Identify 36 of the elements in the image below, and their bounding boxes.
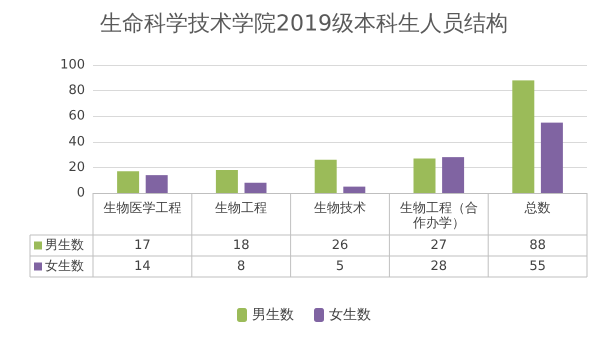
bar: [146, 175, 168, 193]
bar: [442, 157, 464, 193]
text: 女生数: [329, 307, 371, 323]
y-tick-label: 100: [60, 58, 85, 72]
y-tick-label: 80: [68, 83, 85, 98]
data-label: 27: [430, 238, 448, 253]
bar: [512, 80, 534, 193]
x-tick-label: 生物医学工程: [103, 201, 182, 216]
chart-title: 生命科学技术学院2019级本科生人员结构: [100, 12, 508, 36]
legend-label: 女生数: [45, 259, 84, 274]
data-label: 18: [232, 238, 250, 253]
y-tick-label: 20: [68, 160, 85, 175]
text: 男生数: [252, 307, 294, 323]
x-tick-label: 生物工程（合作办学）: [400, 201, 478, 231]
bar: [314, 160, 337, 193]
data-label: 26: [332, 238, 348, 253]
bar: [540, 122, 563, 193]
x-tick-label: 生物技术: [314, 201, 366, 216]
data-label: 17: [134, 238, 151, 253]
data-label: 5: [336, 259, 344, 274]
bar: [244, 182, 266, 193]
x-tick-label: 总数: [524, 201, 551, 216]
data-label: 8: [237, 259, 246, 274]
bar: [343, 186, 366, 193]
bar: [216, 170, 238, 193]
y-tick-label: 60: [68, 108, 85, 124]
x-tick-label: 生物工程: [215, 201, 268, 216]
bar: [117, 171, 140, 193]
legend-label: 男生数: [45, 238, 84, 253]
bar: [414, 158, 436, 193]
data-label: 55: [529, 259, 546, 274]
data-label: 88: [529, 238, 546, 253]
y-tick-label: 40: [68, 134, 85, 150]
data-label: 28: [430, 259, 448, 274]
data-label: 14: [134, 259, 151, 274]
y-tick-label: 0: [76, 186, 85, 200]
